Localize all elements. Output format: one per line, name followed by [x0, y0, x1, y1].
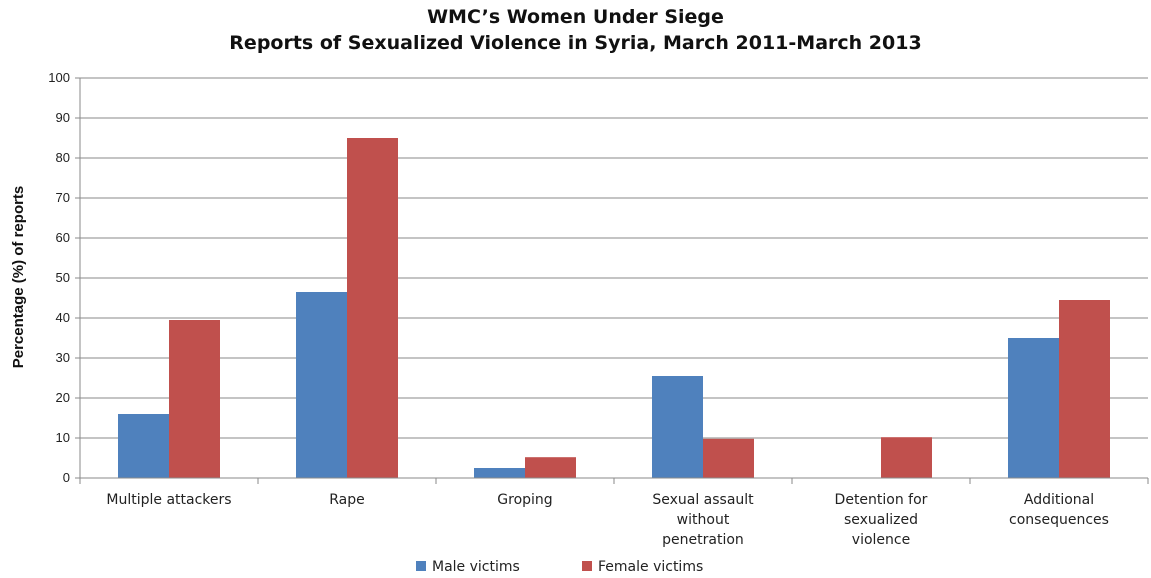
y-tick-label: 100	[48, 70, 70, 85]
x-category-label-line: Additional	[1024, 492, 1094, 508]
x-category-label-line: sexualized	[844, 512, 918, 528]
bars	[118, 138, 1110, 478]
y-axis-title: Percentage (%) of reports	[10, 186, 27, 369]
x-category-label: Multiple attackers	[106, 492, 231, 508]
x-category-label: Groping	[497, 492, 552, 508]
y-tick-label: 20	[56, 390, 70, 405]
x-category-label-line: without	[677, 512, 730, 528]
chart-title-block: WMC’s Women Under Siege Reports of Sexua…	[0, 4, 1151, 56]
bar-female-0	[169, 320, 220, 478]
y-tick-label: 40	[56, 310, 70, 325]
x-category-label: Additional consequences	[1009, 492, 1109, 528]
legend-swatch-male	[416, 561, 426, 571]
legend: Male victims Female victims	[416, 559, 703, 575]
chart-subtitle: Reports of Sexualized Violence in Syria,…	[229, 32, 922, 54]
legend-label-male: Male victims	[432, 559, 520, 575]
legend-swatch-female	[582, 561, 592, 571]
y-tick-label: 60	[56, 230, 70, 245]
y-tick-label: 80	[56, 150, 70, 165]
x-category-label-line: Rape	[329, 492, 365, 508]
bar-male-5	[1008, 338, 1059, 478]
x-category-label-line: Groping	[497, 492, 552, 508]
x-category-label-line: violence	[852, 532, 910, 548]
chart-title: WMC’s Women Under Siege	[427, 6, 724, 28]
y-tick-label: 50	[56, 270, 70, 285]
bar-male-1	[296, 292, 347, 478]
bar-female-1	[347, 138, 398, 478]
y-tick-label: 0	[63, 470, 70, 485]
bar-female-3	[703, 438, 754, 478]
x-category-label-line: consequences	[1009, 512, 1109, 528]
y-tick-label: 70	[56, 190, 70, 205]
y-tick-label: 90	[56, 110, 70, 125]
x-category-label-line: penetration	[662, 532, 744, 548]
x-category-label: Detention for sexualized violence	[835, 492, 928, 548]
y-tick-label: 30	[56, 350, 70, 365]
x-category-label: Rape	[329, 492, 365, 508]
x-category-label-line: Detention for	[835, 492, 928, 508]
bar-female-5	[1059, 300, 1110, 478]
bar-male-0	[118, 414, 169, 478]
legend-label-female: Female victims	[598, 559, 703, 575]
gridlines	[80, 77, 1148, 439]
x-category-label-line: Sexual assault	[652, 492, 754, 508]
y-tick-label: 10	[56, 430, 70, 445]
bar-male-2	[474, 468, 525, 478]
x-category-label-line: Multiple attackers	[106, 492, 231, 508]
bar-female-2	[525, 457, 576, 478]
axes: 0 10 20 30 40 50 60 70 80 90 100 Multiple attackers…	[48, 70, 1149, 548]
bar-female-4	[881, 437, 932, 478]
x-category-label: Sexual assault without penetration	[652, 492, 754, 548]
bar-male-3	[652, 376, 703, 478]
